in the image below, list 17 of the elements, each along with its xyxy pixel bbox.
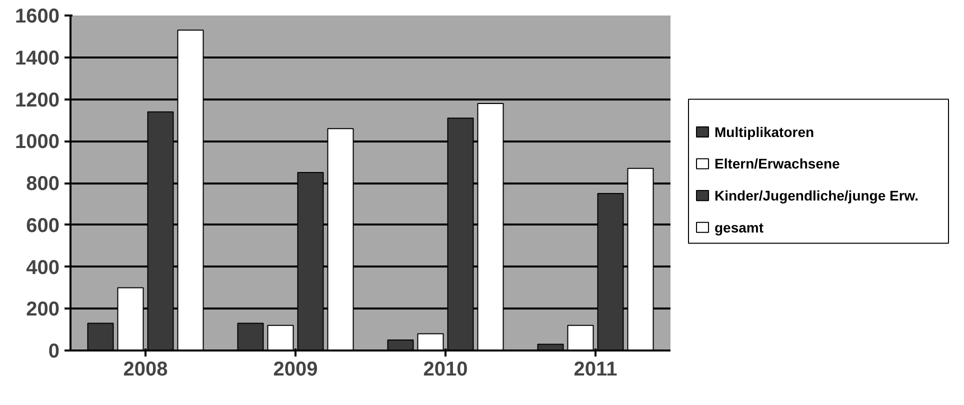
y-tick-label: 0 [48, 340, 60, 362]
y-tick-label: 1400 [15, 47, 60, 70]
legend-label: Kinder/Jugendliche/junge Erw. [714, 188, 919, 204]
x-tick-label: 2009 [273, 358, 318, 380]
y-tick-label: 600 [26, 214, 60, 237]
y-tick-label: 1200 [15, 89, 60, 112]
legend-label: Eltern/Erwachsene [714, 156, 840, 172]
y-tick-label: 200 [26, 298, 60, 321]
x-tick-label: 2010 [423, 358, 468, 380]
x-tick-label: 2008 [123, 358, 168, 380]
y-tick-label: 1600 [15, 6, 60, 28]
legend-label: gesamt [714, 219, 764, 236]
legend-label: Multiplikatoren [714, 124, 814, 140]
y-tick-label: 400 [26, 256, 60, 279]
y-tick-label: 1000 [15, 131, 60, 154]
x-tick-label: 2011 [574, 358, 618, 380]
y-tick-label: 800 [26, 173, 60, 195]
